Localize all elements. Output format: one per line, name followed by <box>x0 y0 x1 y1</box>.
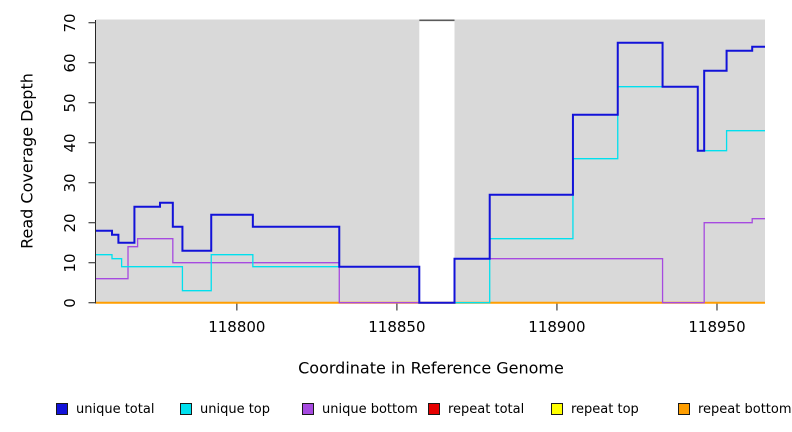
legend-label-unique-total: unique total <box>76 401 155 417</box>
legend-swatch-repeat-total <box>428 403 440 415</box>
x-tick-label-118900: 118900 <box>528 318 586 336</box>
x-tick-label-118850: 118850 <box>368 318 426 336</box>
y-tick-label-20: 20 <box>61 213 79 233</box>
series-line-unique-bottom <box>96 218 765 304</box>
legend-item-unique-top: unique top <box>180 398 270 420</box>
series-line-unique-total <box>96 41 765 304</box>
legend-label-repeat-top: repeat top <box>571 401 639 417</box>
legend-label-unique-top: unique top <box>200 401 271 417</box>
plot-background-region-1 <box>454 19 765 304</box>
legend-swatch-unique-top <box>180 403 192 415</box>
legend-swatch-unique-bottom <box>302 403 314 415</box>
y-tick-label-50: 50 <box>61 93 79 113</box>
legend-item-repeat-bottom: repeat bottom <box>678 398 792 420</box>
legend-item-repeat-top: repeat top <box>551 398 639 420</box>
y-tick-label-30: 30 <box>61 173 79 193</box>
y-tick-label-10: 10 <box>61 253 79 273</box>
legend-item-unique-bottom: unique bottom <box>302 398 418 420</box>
legend-item-repeat-total: repeat total <box>428 398 524 420</box>
legend-label-repeat-bottom: repeat bottom <box>698 401 792 417</box>
legend-swatch-repeat-top <box>551 403 563 415</box>
y-tick-label-60: 60 <box>61 53 79 73</box>
legend-label-repeat-total: repeat total <box>448 401 525 417</box>
legend-swatch-repeat-bottom <box>678 403 690 415</box>
legend-swatch-unique-total <box>56 403 68 415</box>
x-axis-title: Coordinate in Reference Genome <box>298 358 564 378</box>
legend-label-unique-bottom: unique bottom <box>322 401 418 417</box>
x-tick-label-118950: 118950 <box>688 318 746 336</box>
legend-item-unique-total: unique total <box>56 398 154 420</box>
plot-background-region-0 <box>96 19 420 304</box>
y-axis-title: Read Coverage Depth <box>17 73 37 249</box>
y-tick-label-70: 70 <box>61 13 79 33</box>
x-tick-label-118800: 118800 <box>208 318 266 336</box>
y-tick-label-0: 0 <box>61 297 79 308</box>
y-tick-label-40: 40 <box>61 133 79 153</box>
